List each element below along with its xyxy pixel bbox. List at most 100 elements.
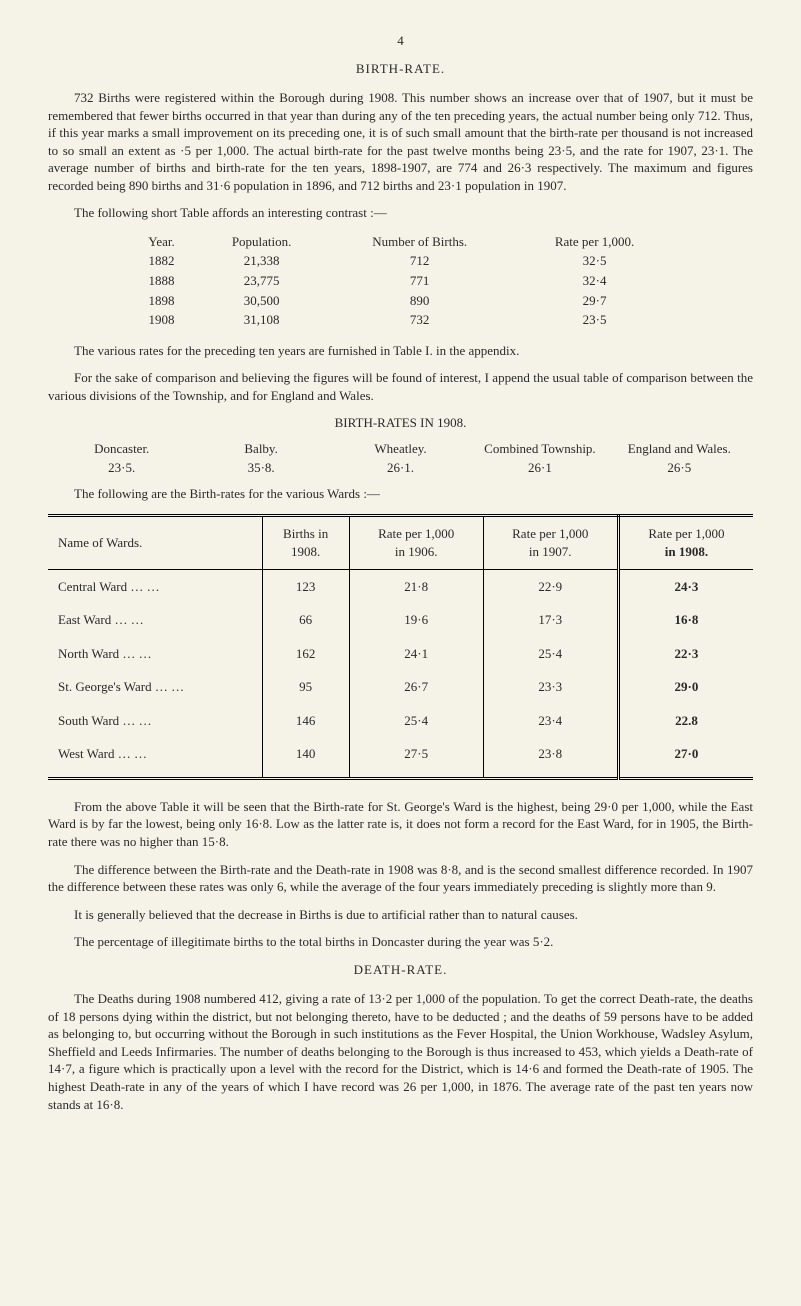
table-cell: 23·5 bbox=[514, 310, 676, 330]
table-cell: 19·6 bbox=[349, 603, 483, 637]
ward-name-cell: St. George's Ward … … bbox=[48, 670, 262, 704]
table-cell: 66 bbox=[262, 603, 349, 637]
ward-name-cell: West Ward … … bbox=[48, 737, 262, 778]
table-cell: 29·7 bbox=[514, 291, 676, 311]
table-cell: 21·8 bbox=[349, 569, 483, 603]
table-cell: 23·8 bbox=[483, 737, 618, 778]
paragraph: It is generally believed that the decrea… bbox=[48, 906, 753, 924]
paragraph: For the sake of comparison and believing… bbox=[48, 369, 753, 404]
table-cell: 162 bbox=[262, 637, 349, 671]
col-header: Births in 1908. bbox=[262, 516, 349, 569]
table-cell: 24·1 bbox=[349, 637, 483, 671]
table-cell: 140 bbox=[262, 737, 349, 778]
br-value: 35·8. bbox=[191, 459, 330, 477]
table-cell: 23·3 bbox=[483, 670, 618, 704]
col-header: Number of Births. bbox=[326, 232, 514, 252]
ward-name-cell: South Ward … … bbox=[48, 704, 262, 738]
table-cell: 712 bbox=[326, 251, 514, 271]
br-label: England and Wales. bbox=[610, 440, 749, 458]
col-header-bot: in 1907. bbox=[529, 544, 572, 559]
br-label: Wheatley. bbox=[331, 440, 470, 458]
ward-name-cell: East Ward … … bbox=[48, 603, 262, 637]
table-cell: 22·9 bbox=[483, 569, 618, 603]
br-value: 23·5. bbox=[52, 459, 191, 477]
table-cell: 16·8 bbox=[618, 603, 753, 637]
table-cell: 17·3 bbox=[483, 603, 618, 637]
table-cell: 26·7 bbox=[349, 670, 483, 704]
table-cell: 1908 bbox=[126, 310, 198, 330]
col-header: Rate per 1,000 in 1906. bbox=[349, 516, 483, 569]
table-cell: 30,500 bbox=[198, 291, 326, 311]
table-cell: 29·0 bbox=[618, 670, 753, 704]
paragraph: The percentage of illegitimate births to… bbox=[48, 933, 753, 951]
col-header: Rate per 1,000 in 1908. bbox=[618, 516, 753, 569]
table-cell: 771 bbox=[326, 271, 514, 291]
col-header: Rate per 1,000 in 1907. bbox=[483, 516, 618, 569]
table-cell: 25·4 bbox=[349, 704, 483, 738]
table-cell: 25·4 bbox=[483, 637, 618, 671]
birth-rates-1908-row: Doncaster. Balby. Wheatley. Combined Tow… bbox=[48, 440, 753, 477]
col-header-label: Name of Wards. bbox=[58, 535, 142, 550]
col-header-bot: in 1906. bbox=[395, 544, 438, 559]
table-row: South Ward … …14625·423·422.8 bbox=[48, 704, 753, 738]
table-cell: 146 bbox=[262, 704, 349, 738]
br-label: Combined Township. bbox=[470, 440, 609, 458]
paragraph: 732 Births were registered within the Bo… bbox=[48, 89, 753, 194]
table-cell: 21,338 bbox=[198, 251, 326, 271]
table-cell: 23·4 bbox=[483, 704, 618, 738]
table-cell: 22.8 bbox=[618, 704, 753, 738]
table-cell: 31,108 bbox=[198, 310, 326, 330]
table-cell: 22·3 bbox=[618, 637, 753, 671]
paragraph: The Deaths during 1908 numbered 412, giv… bbox=[48, 990, 753, 1113]
br-label: Doncaster. bbox=[52, 440, 191, 458]
population-table: Year. Population. Number of Births. Rate… bbox=[126, 232, 676, 330]
paragraph: The difference between the Birth-rate an… bbox=[48, 861, 753, 896]
table-row: 190831,10873223·5 bbox=[126, 310, 676, 330]
paragraph: From the above Table it will be seen tha… bbox=[48, 798, 753, 851]
table-cell: 32·4 bbox=[514, 271, 676, 291]
table-row: 189830,50089029·7 bbox=[126, 291, 676, 311]
table-cell: 1898 bbox=[126, 291, 198, 311]
col-header: Rate per 1,000. bbox=[514, 232, 676, 252]
table-row: 188823,77577132·4 bbox=[126, 271, 676, 291]
table-row: North Ward … …16224·125·422·3 bbox=[48, 637, 753, 671]
col-header-top: Births in bbox=[283, 526, 328, 541]
table-row: West Ward … …14027·523·827·0 bbox=[48, 737, 753, 778]
ward-name-cell: North Ward … … bbox=[48, 637, 262, 671]
page-number: 4 bbox=[48, 32, 753, 50]
table-cell: 32·5 bbox=[514, 251, 676, 271]
col-header-top: Rate per 1,000 bbox=[648, 526, 724, 541]
br-value: 26·1. bbox=[331, 459, 470, 477]
table-cell: 24·3 bbox=[618, 569, 753, 603]
paragraph: The following short Table affords an int… bbox=[48, 204, 753, 222]
death-rate-heading: DEATH-RATE. bbox=[48, 961, 753, 979]
col-header-top: Rate per 1,000 bbox=[378, 526, 454, 541]
col-header: Name of Wards. bbox=[48, 516, 262, 569]
paragraph: The various rates for the preceding ten … bbox=[48, 342, 753, 360]
table-row: 188221,33871232·5 bbox=[126, 251, 676, 271]
table-cell: 732 bbox=[326, 310, 514, 330]
col-header-bot: 1908. bbox=[291, 544, 320, 559]
col-header-top: Rate per 1,000 bbox=[512, 526, 588, 541]
table-cell: 1888 bbox=[126, 271, 198, 291]
col-header-bot: in 1908. bbox=[665, 544, 708, 559]
col-header: Population. bbox=[198, 232, 326, 252]
col-header: Year. bbox=[126, 232, 198, 252]
birth-rate-heading: BIRTH-RATE. bbox=[48, 60, 753, 78]
paragraph: The following are the Birth-rates for th… bbox=[48, 485, 753, 503]
table-row: East Ward … …6619·617·316·8 bbox=[48, 603, 753, 637]
br-value: 26·1 bbox=[470, 459, 609, 477]
table-row: Central Ward … …12321·822·924·3 bbox=[48, 569, 753, 603]
ward-name-cell: Central Ward … … bbox=[48, 569, 262, 603]
table-cell: 890 bbox=[326, 291, 514, 311]
birth-rates-1908-heading: BIRTH-RATES IN 1908. bbox=[48, 414, 753, 432]
table-cell: 123 bbox=[262, 569, 349, 603]
table-cell: 23,775 bbox=[198, 271, 326, 291]
table-row: St. George's Ward … …9526·723·329·0 bbox=[48, 670, 753, 704]
table-cell: 1882 bbox=[126, 251, 198, 271]
br-label: Balby. bbox=[191, 440, 330, 458]
table-cell: 95 bbox=[262, 670, 349, 704]
wards-table: Name of Wards. Births in 1908. Rate per … bbox=[48, 514, 753, 779]
table-cell: 27·0 bbox=[618, 737, 753, 778]
br-value: 26·5 bbox=[610, 459, 749, 477]
